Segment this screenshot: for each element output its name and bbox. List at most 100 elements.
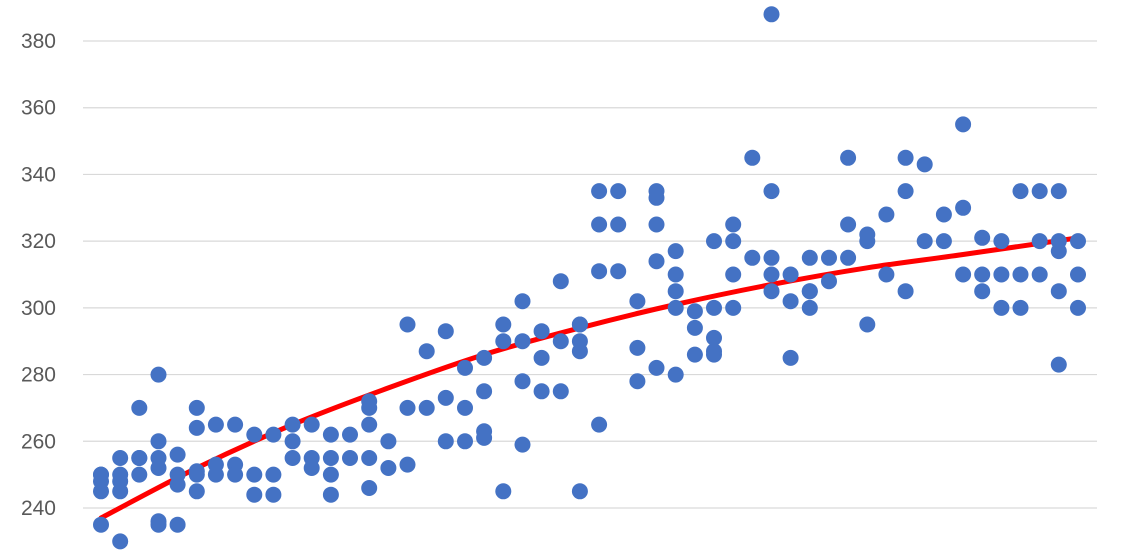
data-point-2 [93, 483, 109, 500]
data-point-48 [322, 450, 339, 466]
data-point-43 [284, 450, 301, 466]
data-point-93 [591, 263, 608, 280]
data-point-95 [610, 183, 627, 200]
data-point-50 [322, 486, 339, 503]
data-point-8 [112, 473, 129, 490]
y-axis-tick-labels: 240 260 280 300 320 340 360 380 [21, 30, 56, 520]
data-point-54 [361, 399, 378, 416]
data-point-120 [744, 249, 761, 266]
data-point-162 [1050, 183, 1067, 200]
data-point-147 [955, 116, 972, 133]
data-point-134 [840, 216, 857, 233]
data-point-86 [552, 383, 569, 400]
data-point-100 [629, 373, 646, 390]
data-point-56 [361, 450, 378, 466]
data-point-39 [265, 466, 282, 483]
data-point-34 [227, 466, 244, 483]
data-point-46 [303, 460, 320, 476]
data-point-70 [457, 433, 473, 450]
data-point-68 [457, 359, 473, 376]
data-point-129 [801, 299, 818, 316]
data-point-140 [878, 266, 895, 283]
data-point-141 [897, 149, 914, 166]
data-point-57 [361, 480, 378, 496]
data-point-3 [93, 466, 109, 483]
data-point-124 [763, 283, 780, 300]
data-point-40 [265, 486, 282, 503]
data-point-107 [667, 283, 684, 300]
data-point-130 [801, 283, 818, 300]
data-point-92 [591, 216, 608, 233]
data-point-58 [380, 433, 397, 450]
data-point-152 [974, 283, 991, 300]
data-point-118 [725, 299, 742, 316]
data-point-150 [974, 229, 991, 246]
data-point-37 [246, 486, 263, 503]
data-point-110 [686, 319, 703, 336]
data-point-157 [1012, 266, 1029, 283]
data-point-108 [667, 299, 684, 316]
data-point-112 [706, 299, 722, 316]
data-point-82 [533, 349, 550, 366]
data-point-109 [686, 303, 703, 320]
y-tick-label-340: 340 [21, 163, 56, 186]
data-point-137 [859, 233, 876, 250]
data-point-89 [571, 343, 588, 360]
gridlines [83, 40, 1097, 509]
data-point-15 [150, 433, 167, 450]
data-point-125 [782, 266, 799, 283]
data-point-98 [629, 293, 646, 310]
data-point-25 [188, 419, 205, 436]
data-point-105 [667, 243, 684, 260]
data-point-66 [437, 389, 454, 406]
data-point-49 [322, 466, 339, 483]
data-point-96 [610, 216, 627, 233]
data-point-144 [916, 233, 933, 250]
data-point-177 [897, 283, 914, 300]
data-point-44 [303, 416, 320, 433]
data-point-24 [188, 399, 205, 416]
data-point-31 [207, 466, 224, 483]
data-point-127 [801, 249, 818, 266]
data-point-151 [974, 266, 991, 283]
data-point-106 [667, 266, 684, 283]
data-point-27 [188, 483, 205, 500]
data-point-32 [227, 416, 244, 433]
data-point-104 [648, 253, 665, 270]
data-point-153 [993, 233, 1010, 250]
data-point-5 [112, 450, 129, 466]
data-point-76 [495, 333, 512, 350]
data-point-75 [495, 316, 512, 333]
data-point-145 [935, 206, 952, 223]
data-point-79 [514, 373, 531, 390]
data-point-47 [322, 426, 339, 443]
data-point-169 [763, 6, 780, 23]
y-tick-label-320: 320 [21, 230, 56, 253]
data-point-131 [821, 249, 837, 266]
data-point-71 [476, 349, 493, 366]
data-point-97 [610, 263, 627, 280]
y-tick-label-300: 300 [21, 297, 56, 320]
data-point-175 [725, 266, 742, 283]
data-point-28 [188, 466, 205, 483]
data-point-171 [667, 366, 684, 383]
data-point-123 [763, 266, 780, 283]
data-point-63 [418, 343, 435, 360]
data-point-14 [150, 366, 167, 383]
data-point-115 [706, 346, 722, 363]
data-point-117 [725, 233, 742, 250]
data-point-55 [361, 416, 378, 433]
data-point-165 [1050, 283, 1067, 300]
data-point-12 [131, 466, 148, 483]
data-point-113 [706, 329, 722, 346]
data-point-133 [840, 149, 857, 166]
data-point-159 [1031, 183, 1048, 200]
data-point-60 [399, 316, 416, 333]
data-point-42 [284, 433, 301, 450]
data-point-172 [648, 359, 665, 376]
data-point-9 [112, 533, 129, 550]
data-point-170 [782, 349, 799, 366]
data-point-161 [1031, 266, 1048, 283]
data-point-61 [399, 399, 416, 416]
